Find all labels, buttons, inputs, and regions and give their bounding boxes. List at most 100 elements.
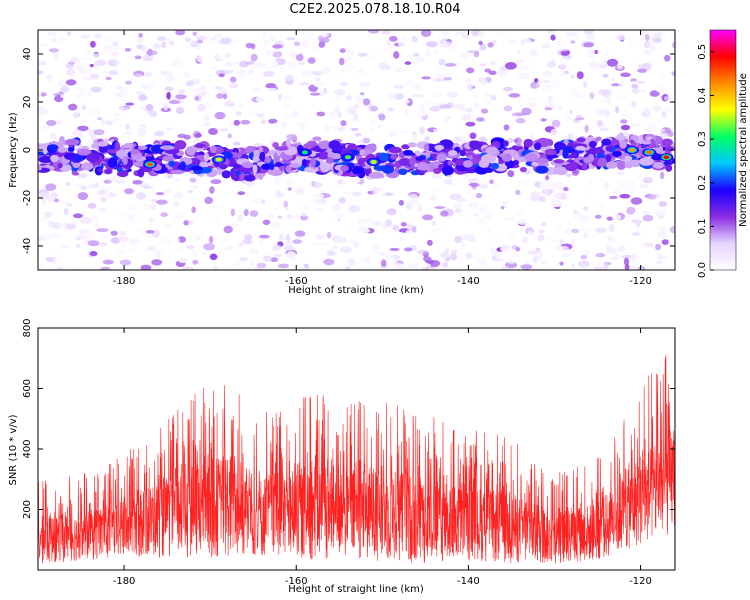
heatmap-speckle: [584, 187, 589, 195]
heatmap-speckle: [411, 225, 417, 233]
heatmap-ridge-cell: [463, 160, 473, 168]
heatmap-speckle: [196, 55, 205, 63]
heatmap-speckle: [81, 104, 86, 111]
heatmap-speckle: [417, 203, 423, 212]
heatmap-speckle: [263, 71, 275, 77]
heatmap-speckle: [445, 116, 452, 120]
heatmap-speckle: [568, 109, 573, 115]
heatmap-speckle: [297, 263, 302, 267]
heatmap-speckle: [530, 191, 542, 199]
heatmap-ridge-cell: [259, 151, 266, 162]
heatmap-speckle: [556, 226, 564, 231]
heatmap-speckle: [72, 213, 84, 219]
heatmap-ridge-cell: [209, 145, 217, 154]
heatmap-speckle: [162, 189, 173, 193]
heatmap-speckle: [52, 52, 59, 60]
heatmap-speckle: [408, 197, 420, 206]
heatmap-speckle: [610, 239, 615, 244]
heatmap-speckle: [192, 250, 198, 257]
heatmap-speckle: [671, 71, 675, 76]
heatmap-speckle: [165, 72, 171, 77]
heatmap-speckle: [651, 118, 662, 126]
heatmap-speckle: [277, 215, 283, 219]
heatmap-speckle: [421, 76, 431, 80]
heatmap-speckle: [173, 201, 179, 208]
heatmap-ridge-cell: [398, 158, 411, 166]
heatmap-speckle: [79, 87, 86, 95]
heatmap-speckle: [285, 234, 291, 242]
heatmap-speckle: [40, 125, 50, 130]
heatmap-speckle: [160, 212, 168, 217]
heatmap-speckle: [281, 121, 287, 129]
heatmap-x-ticks: -180 -160 -140 -120: [113, 30, 652, 287]
heatmap-speckle: [630, 254, 637, 260]
heatmap-speckle: [128, 204, 137, 212]
heatmap-speckle: [298, 61, 305, 66]
heatmap-ridge-cell: [519, 166, 527, 173]
heatmap-speckle: [405, 79, 415, 87]
heatmap-ridge-cell: [474, 165, 489, 175]
heatmap-speckle: [484, 100, 492, 105]
heatmap-speckle: [431, 220, 437, 227]
heatmap-speckle: [480, 108, 489, 114]
heatmap-speckle: [218, 73, 225, 78]
heatmap-y-tick-label: 40: [22, 48, 33, 61]
heatmap-speckle: [658, 226, 667, 231]
heatmap-speckle: [455, 198, 467, 202]
heatmap-speckle: [583, 233, 588, 239]
heatmap-speckle: [288, 63, 296, 71]
heatmap-speckle: [252, 109, 258, 115]
heatmap-speckle: [458, 136, 467, 141]
heatmap-speckle: [404, 109, 410, 115]
heatmap-speckle: [267, 87, 277, 92]
heatmap-speckle: [251, 87, 261, 93]
heatmap-speckle: [148, 80, 158, 85]
heatmap-speckle: [481, 79, 488, 85]
heatmap-speckle: [255, 62, 267, 69]
heatmap-speckle: [559, 192, 568, 201]
heatmap-x-axis-label: Height of straight line (km): [288, 285, 424, 296]
heatmap-speckle: [426, 263, 431, 267]
heatmap-speckle: [465, 252, 473, 260]
heatmap-speckle: [425, 41, 438, 48]
heatmap-speckle: [129, 246, 136, 252]
heatmap-speckle: [642, 214, 654, 222]
heatmap-speckle: [149, 110, 158, 118]
heatmap-ridge-cell: [215, 168, 224, 175]
heatmap-ridge-cell: [116, 167, 123, 172]
heatmap-speckle: [471, 30, 480, 37]
heatmap-speckle: [508, 232, 515, 239]
heatmap-speckle: [538, 196, 546, 203]
heatmap-speckle: [640, 89, 646, 93]
heatmap-speckle: [501, 244, 511, 250]
heatmap-speckle: [209, 37, 218, 42]
heatmap-ridge-cell: [661, 138, 673, 147]
heatmap-speckle: [282, 94, 293, 103]
heatmap-speckle: [82, 226, 93, 231]
heatmap-speckle: [357, 52, 368, 57]
heatmap-speckle: [373, 245, 380, 252]
heatmap-speckle: [431, 92, 441, 98]
heatmap-speckle: [141, 45, 147, 52]
heatmap-ridge-cell: [115, 149, 125, 158]
heatmap-speckle: [256, 262, 267, 269]
heatmap-speckle: [41, 233, 52, 241]
heatmap-ridge-cell: [388, 146, 402, 154]
heatmap-speckle: [521, 236, 529, 244]
heatmap-speckle: [178, 257, 188, 263]
heatmap-speckle: [453, 203, 462, 209]
heatmap-speckle: [327, 113, 337, 119]
heatmap-ridge-cell: [415, 156, 424, 161]
heatmap-speckle: [208, 235, 214, 244]
heatmap-speckle: [403, 99, 410, 104]
heatmap-speckle: [516, 49, 521, 54]
heatmap-speckle: [615, 105, 620, 114]
heatmap-speckle: [68, 61, 75, 65]
heatmap-speckle: [200, 91, 208, 96]
heatmap-speckle: [264, 39, 269, 48]
heatmap-speckle: [60, 85, 69, 94]
heatmap-speckle: [174, 94, 187, 100]
heatmap-speckle: [404, 61, 412, 65]
snr-y-ticks: 200 400 600 800: [22, 318, 675, 519]
heatmap-ridge-cell: [252, 164, 258, 174]
